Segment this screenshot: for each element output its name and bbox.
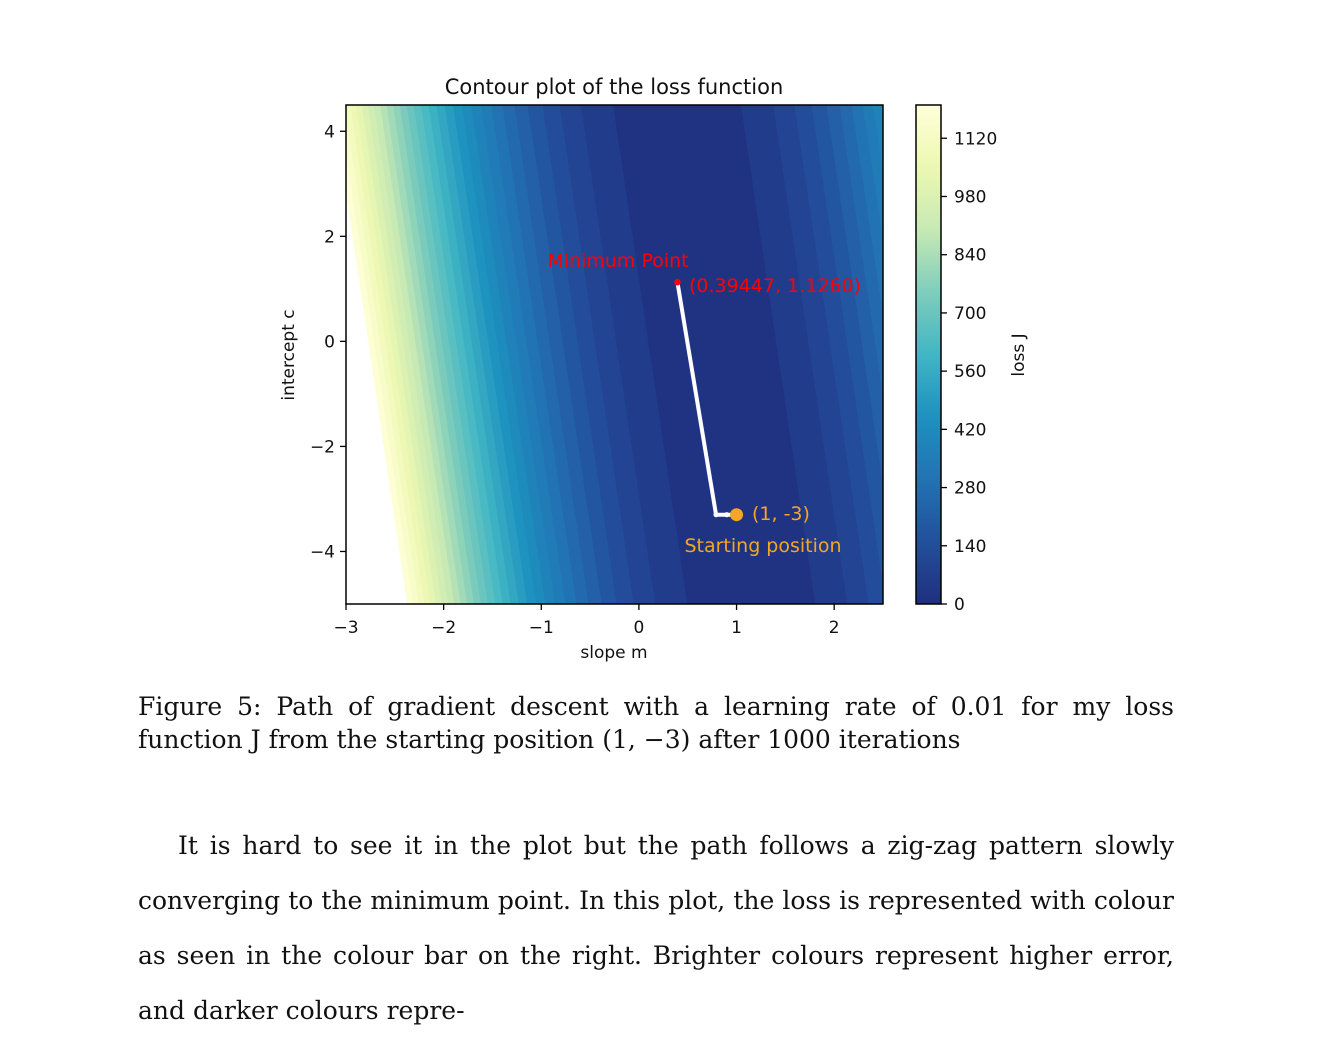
colorbar xyxy=(915,104,942,605)
x-tick-label: −2 xyxy=(431,618,456,638)
contour-band xyxy=(470,105,556,604)
x-axis-label: slope m xyxy=(580,643,647,663)
figure: Contour plot of the loss function −3 −2 −1… xyxy=(279,75,1082,663)
contour-band xyxy=(367,105,449,604)
figure-caption: Figure 5: Path of gradient descent with … xyxy=(138,692,1174,754)
colorbar-tick-label: 980 xyxy=(954,187,986,207)
contour-band xyxy=(405,105,488,604)
y-tick-label: 2 xyxy=(324,227,335,247)
contour-band xyxy=(452,105,537,604)
minimum-point-coords: (0.39447, 1.1260) xyxy=(689,275,861,297)
contour-band xyxy=(399,105,481,604)
colorbar-tick-label: 280 xyxy=(954,479,986,499)
x-tick-label: 2 xyxy=(829,618,840,638)
chart-title: Contour plot of the loss function xyxy=(445,75,784,99)
contour-band xyxy=(373,105,455,604)
colorbar-tick-label: 700 xyxy=(954,304,986,324)
contour-band xyxy=(541,105,634,604)
contour-band xyxy=(346,151,414,604)
y-tick-label: 0 xyxy=(324,332,335,352)
contour-band xyxy=(513,105,602,604)
contour-band xyxy=(851,105,883,317)
contour-band xyxy=(361,105,442,604)
contour-band xyxy=(826,105,883,486)
contour-band xyxy=(346,105,425,604)
descent-step-point xyxy=(724,512,730,518)
contour-band xyxy=(989,79,1077,631)
y-tick-label: −4 xyxy=(310,542,335,562)
colorbar-tick-label: 140 xyxy=(954,537,986,557)
contour-band xyxy=(349,105,431,604)
contour-band xyxy=(676,105,816,604)
contour-band xyxy=(839,105,883,397)
x-tick-label: 1 xyxy=(731,618,742,638)
x-tick-label: 0 xyxy=(633,618,644,638)
colorbar-tick-label: 420 xyxy=(954,420,986,440)
colorbar-tick-label: 1120 xyxy=(954,129,997,149)
colorbar-label: loss J xyxy=(1009,333,1029,376)
contour-band xyxy=(435,105,519,604)
body-paragraph: It is hard to see it in the plot but the… xyxy=(138,831,1174,1025)
plot-frame xyxy=(345,104,884,605)
start-position-label: Starting position xyxy=(684,535,841,557)
contour-band xyxy=(811,105,883,586)
contour-band xyxy=(994,79,1082,631)
contour-band xyxy=(346,114,419,604)
start-position-coords: (1, -3) xyxy=(752,503,810,525)
contour-fill xyxy=(346,79,1082,631)
colorbar-tick-label: 0 xyxy=(954,595,965,615)
descent-path-layer xyxy=(674,278,744,522)
contour-band xyxy=(794,105,883,604)
minimum-marker xyxy=(674,278,681,286)
x-axis-ticks: −3 −2 −1 0 1 2 xyxy=(333,604,840,638)
x-tick-label: −1 xyxy=(529,618,554,638)
x-tick-label: −3 xyxy=(333,618,358,638)
contour-band xyxy=(773,105,870,604)
contour-band xyxy=(385,105,468,604)
y-tick-label: 4 xyxy=(324,122,335,142)
colorbar-ticks: 0 140 280 420 560 700 840 980 1120 xyxy=(941,129,997,615)
descent-step-point xyxy=(713,512,719,518)
contour-band xyxy=(379,105,461,604)
colorbar-tick-label: 840 xyxy=(954,246,986,266)
contour-band xyxy=(526,105,617,604)
contour-band xyxy=(420,105,503,604)
y-axis-ticks: −4 −2 0 2 4 xyxy=(310,122,346,562)
contour-band xyxy=(443,105,528,604)
contour-band xyxy=(480,105,566,604)
colorbar-tick-label: 560 xyxy=(954,362,986,382)
contour-band xyxy=(740,105,848,604)
contour-band xyxy=(558,105,656,604)
annotations: Minimum Point (0.39447, 1.1260) (1, -3) … xyxy=(547,250,861,557)
contour-band xyxy=(501,105,589,604)
contour-band xyxy=(413,105,496,604)
y-tick-label: −2 xyxy=(310,437,335,457)
start-marker xyxy=(730,508,744,522)
minimum-point-label: Minimum Point xyxy=(547,250,688,272)
contour-band xyxy=(392,105,474,604)
contour-band xyxy=(461,105,546,604)
contour-band xyxy=(580,105,688,604)
contour-band xyxy=(427,105,511,604)
contour-band xyxy=(355,105,436,604)
contour-band xyxy=(490,105,577,604)
contour-band xyxy=(862,105,883,242)
contour-band xyxy=(873,105,883,172)
y-axis-label: intercept c xyxy=(279,309,299,400)
